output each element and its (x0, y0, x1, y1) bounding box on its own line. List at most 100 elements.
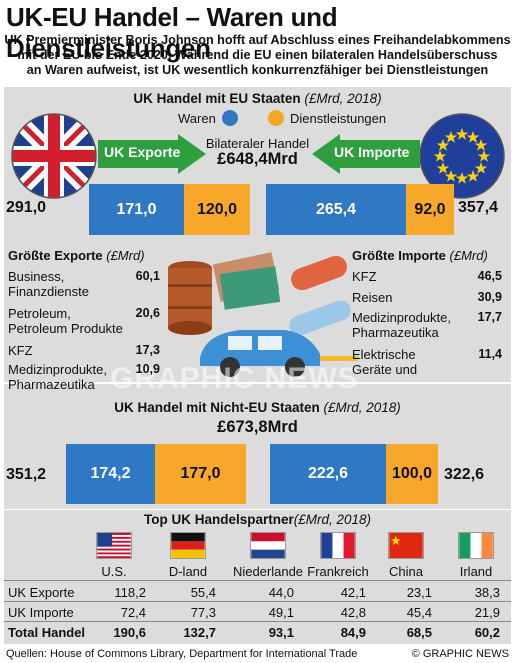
bilateral-trade-value: £648,4Mrd (217, 150, 298, 168)
table-cell: 42,1 (340, 585, 366, 600)
legend-goods-swatch (221, 110, 238, 126)
row-label-imports: UK Importe (8, 605, 74, 620)
uk-imports-arrow (312, 134, 420, 174)
subtitle-line: mit der EU bis Ende 2020. Während die EU… (17, 48, 498, 62)
table-cell: 68,5 (406, 625, 432, 640)
list-item-label: KFZ (8, 343, 33, 358)
eu-exports-total: 291,0 (6, 199, 47, 216)
list-item: KFZ (8, 343, 33, 358)
us-flag-icon (96, 532, 132, 559)
table-divider (4, 580, 511, 581)
list-item-value: 17,7 (477, 310, 502, 324)
table-cell: 132,7 (183, 625, 216, 640)
eu-flag-icon (419, 113, 505, 199)
eu-section-title-text: UK Handel mit EU Staaten (133, 91, 301, 106)
eu-exports-services-bar: 120,0 (184, 184, 250, 235)
france-flag-icon (320, 532, 356, 559)
table-cell: 38,3 (474, 585, 500, 600)
list-item-value: 20,6 (135, 306, 160, 320)
non-eu-trade-value: £673,8Mrd (217, 418, 298, 436)
table-cell: 60,2 (474, 625, 500, 640)
table-cell: 72,4 (120, 605, 146, 620)
list-item-value: 11,4 (478, 347, 502, 361)
china-flag-icon (388, 532, 424, 559)
uk-flag-icon (11, 113, 97, 199)
list-item: Reisen (352, 290, 392, 305)
list-item-value: 46,5 (477, 269, 502, 283)
non-eu-exports-total: 351,2 (6, 466, 47, 483)
table-cell: 190,6 (113, 625, 146, 640)
page-title: UK-EU Handel – Waren und Dienstleistunge… (6, 2, 338, 63)
non-eu-section-title: UK Handel mit Nicht-EU Staaten (£Mrd, 20… (0, 400, 515, 415)
eu-imports-goods-bar: 265,4 (266, 184, 406, 235)
list-item: Business, Finanzdienste (8, 269, 89, 299)
row-label-exports: UK Exporte (8, 585, 75, 600)
legend-goods: Waren (178, 110, 238, 126)
table-cell: 49,1 (268, 605, 294, 620)
row-label-total: Total Handel (8, 625, 86, 640)
list-item-label: KFZ (352, 269, 377, 284)
list-item-label: Geräte und (352, 362, 418, 377)
non-eu-exports-services-value: 177,0 (180, 465, 221, 482)
list-item-label: Medizinprodukte, (8, 362, 107, 377)
subtitle: UK Premierminister Boris Johnson hofft a… (0, 33, 515, 78)
watermark: GRAPHIC NEWS (110, 362, 359, 395)
top-exports-title-text: Größte Exporte (8, 248, 103, 263)
eu-imports-total: 357,4 (458, 199, 499, 216)
list-item-label: Medizinprodukte, (352, 310, 451, 325)
non-eu-exports-goods-bar: 174,2 (66, 444, 155, 504)
list-item-label: Finanzdienste (8, 284, 89, 299)
partners-title-text: Top UK Handelspartner (143, 512, 294, 527)
top-imports-title-text: Größte Importe (352, 248, 446, 263)
eu-imports-services-value: 92,0 (414, 200, 446, 218)
list-item-value: 30,9 (477, 290, 502, 304)
legend-services-label: Dienstleistungen (290, 110, 387, 126)
top-exports-title: Größte Exporte (£Mrd) (8, 248, 145, 263)
eu-imports-goods-value: 265,4 (315, 200, 357, 218)
top-imports-title: Größte Importe (£Mrd) (352, 248, 488, 263)
uk-exports-arrow (98, 134, 206, 174)
non-eu-exports-goods-value: 174,2 (90, 465, 131, 482)
list-item-label: Petroleum Produkte (8, 321, 123, 336)
eu-imports-services-bar: 92,0 (406, 184, 454, 235)
top-exports-unit: (£Mrd) (106, 248, 145, 263)
table-cell: 77,3 (190, 605, 216, 620)
list-item-label: Reisen (352, 290, 393, 305)
list-item: KFZ (352, 269, 377, 284)
table-cell: 84,9 (340, 625, 366, 640)
uk-imports-label: UK Importe (334, 144, 410, 160)
partners-title: Top UK Handelspartner(£Mrd, 2018) (0, 512, 515, 527)
table-cell: 45,4 (406, 605, 432, 620)
non-eu-section-unit: (£Mrd, 2018) (323, 400, 401, 415)
ireland-flag-icon (458, 532, 494, 559)
list-item-label: Petroleum, (8, 306, 71, 321)
country-name: D-land (168, 564, 208, 579)
country-name: U.S. (101, 564, 127, 579)
table-cell: 93,1 (268, 625, 294, 640)
source-note: Quellen: House of Commons Library, Depar… (6, 648, 358, 660)
table-cell: 42,8 (340, 605, 366, 620)
table-cell: 55,4 (190, 585, 216, 600)
non-eu-exports-services-bar: 177,0 (155, 444, 246, 504)
eu-section-unit: (£Mrd, 2018) (304, 91, 382, 106)
table-cell: 118,2 (114, 585, 146, 600)
legend-services-swatch (268, 110, 284, 126)
list-item: Medizinprodukte, Pharmazeutika (8, 362, 107, 392)
list-item-value: 17,3 (135, 343, 160, 357)
legend-goods-label: Waren (178, 110, 216, 126)
non-eu-imports-goods-value: 222,6 (307, 465, 349, 482)
eu-exports-goods-bar: 171,0 (89, 184, 184, 235)
bilateral-trade-label: Bilateraler Handel (205, 136, 310, 151)
table-cell: 44,0 (268, 585, 294, 600)
eu-exports-services-value: 120,0 (196, 200, 238, 218)
copyright: © GRAPHIC NEWS (411, 648, 509, 660)
subtitle-line: UK Premierminister Boris Johnson hofft a… (4, 33, 511, 47)
subtitle-line: an Waren aufweist, ist UK wesentlich kon… (26, 63, 489, 77)
legend-services: Dienstleistungen (268, 110, 386, 126)
non-eu-imports-services-value: 100,0 (391, 465, 433, 482)
table-divider (4, 621, 511, 622)
country-name: Irland (459, 564, 493, 579)
netherlands-flag-icon (250, 532, 286, 559)
list-item: Elektrische Geräte und (352, 347, 417, 377)
germany-flag-icon (170, 532, 206, 559)
